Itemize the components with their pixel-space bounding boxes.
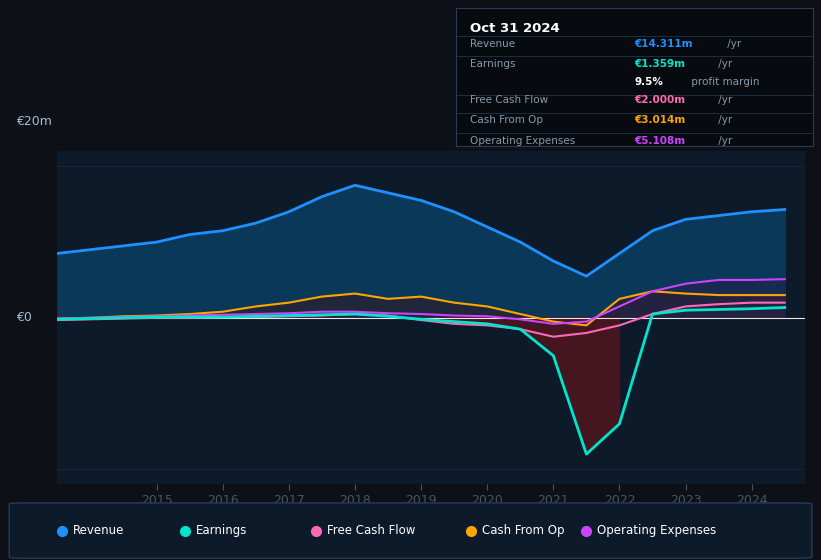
Text: /yr: /yr bbox=[714, 136, 732, 146]
Text: Free Cash Flow: Free Cash Flow bbox=[327, 524, 415, 537]
Text: Earnings: Earnings bbox=[470, 59, 516, 69]
Text: Operating Expenses: Operating Expenses bbox=[470, 136, 576, 146]
Text: €14.311m: €14.311m bbox=[635, 39, 693, 49]
Text: /yr: /yr bbox=[714, 95, 732, 105]
Text: Revenue: Revenue bbox=[470, 39, 515, 49]
Text: /yr: /yr bbox=[714, 115, 732, 125]
Text: €0: €0 bbox=[16, 311, 32, 324]
Text: €3.014m: €3.014m bbox=[635, 115, 686, 125]
Text: /yr: /yr bbox=[723, 39, 741, 49]
Text: €1.359m: €1.359m bbox=[635, 59, 686, 69]
Text: Oct 31 2024: Oct 31 2024 bbox=[470, 22, 560, 35]
FancyBboxPatch shape bbox=[9, 503, 812, 558]
Text: Earnings: Earnings bbox=[196, 524, 247, 537]
Text: Revenue: Revenue bbox=[72, 524, 124, 537]
Text: 9.5%: 9.5% bbox=[635, 77, 663, 87]
Text: Cash From Op: Cash From Op bbox=[470, 115, 543, 125]
Text: €5.108m: €5.108m bbox=[635, 136, 686, 146]
Text: Free Cash Flow: Free Cash Flow bbox=[470, 95, 548, 105]
Text: /yr: /yr bbox=[714, 59, 732, 69]
Text: -€20m: -€20m bbox=[16, 508, 57, 521]
Text: profit margin: profit margin bbox=[688, 77, 759, 87]
Text: €20m: €20m bbox=[16, 115, 53, 128]
Text: €2.000m: €2.000m bbox=[635, 95, 686, 105]
Text: Cash From Op: Cash From Op bbox=[481, 524, 564, 537]
Text: Operating Expenses: Operating Expenses bbox=[597, 524, 717, 537]
